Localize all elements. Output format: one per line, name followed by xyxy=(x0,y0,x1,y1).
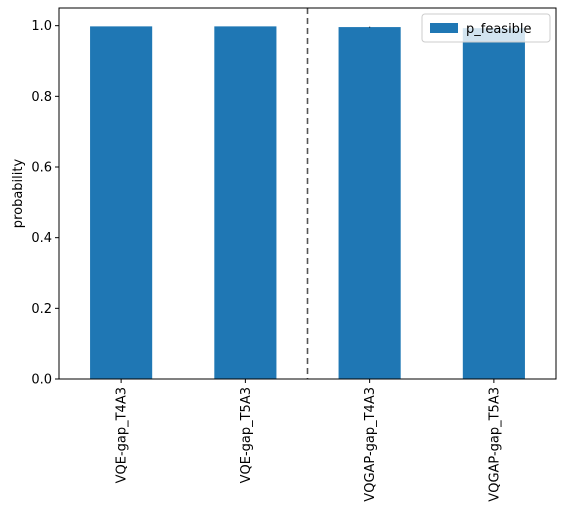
legend: p_feasible xyxy=(421,13,551,43)
bar-VQGAP-gap_T5A3 xyxy=(462,28,525,379)
legend-swatch xyxy=(430,23,458,33)
y-tick-label: 0.6 xyxy=(31,161,52,176)
plot-area xyxy=(90,8,525,380)
y-tick-label: 1.0 xyxy=(31,19,52,34)
legend-box xyxy=(421,13,551,43)
axes-frame xyxy=(58,7,557,380)
y-tick-label: 0.8 xyxy=(31,90,52,105)
bar-VQGAP-gap_T4A3 xyxy=(338,27,401,380)
y-tick-label: 0.4 xyxy=(31,231,52,246)
legend-label: p_feasible xyxy=(466,22,532,37)
y-axis-label: probability xyxy=(11,159,26,229)
x-tick-label: VQGAP-gap_T4A3 xyxy=(363,387,378,502)
bar-VQE-gap_T4A3 xyxy=(90,26,153,380)
x-tick-label: VQE-gap_T5A3 xyxy=(239,387,254,483)
bar-VQE-gap_T5A3 xyxy=(214,26,277,380)
y-tick-label: 0.0 xyxy=(31,373,52,388)
x-axis: VQE-gap_T4A3 VQE-gap_T5A3 VQGAP-gap_T4A3 VQ… xyxy=(115,379,502,502)
x-tick-label: VQGAP-gap_T5A3 xyxy=(487,387,502,502)
y-axis: 0.0 0.2 0.4 0.6 0.8 1.0 xyxy=(31,19,59,388)
y-tick-label: 0.2 xyxy=(31,302,52,317)
x-tick-label: VQE-gap_T4A3 xyxy=(115,387,130,483)
